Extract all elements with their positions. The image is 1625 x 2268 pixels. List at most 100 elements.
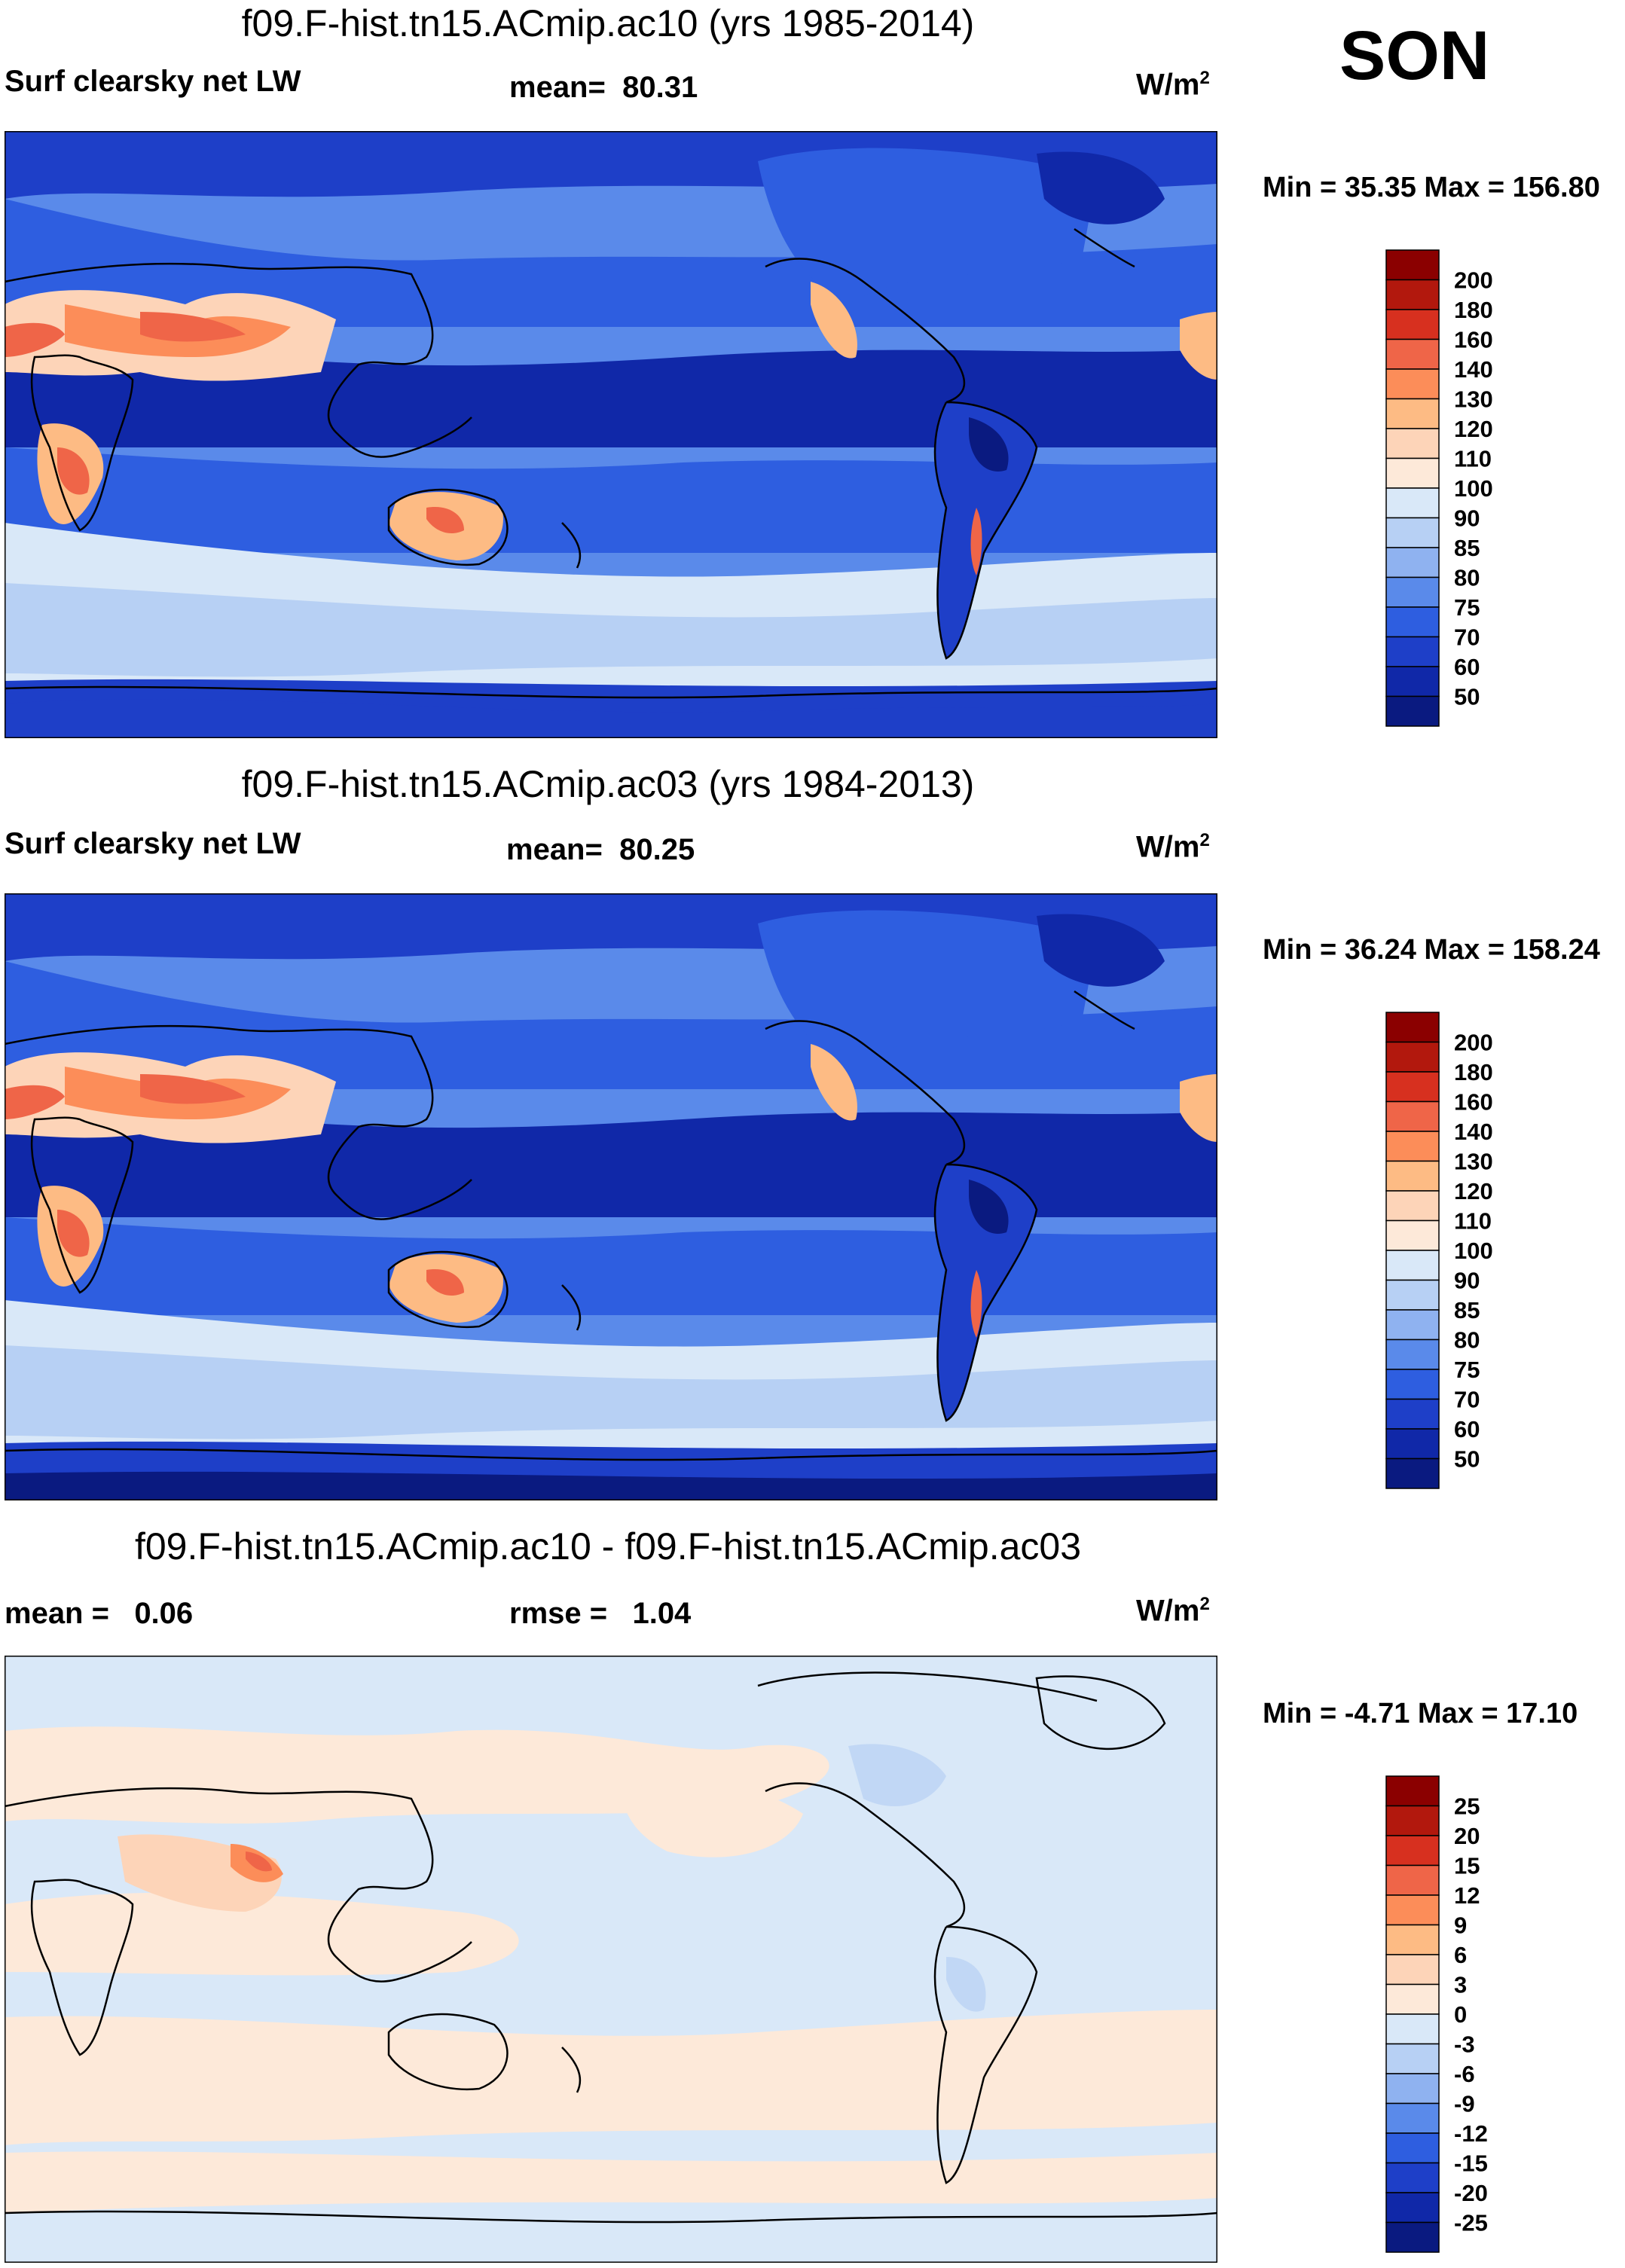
colorbar-label: 80 — [1454, 1327, 1480, 1354]
colorbar-label: 180 — [1454, 1059, 1493, 1085]
colorbar-label: 130 — [1454, 1149, 1493, 1175]
panel2-mean-label: mean= — [506, 833, 603, 866]
colorbar-label: 90 — [1454, 1268, 1480, 1294]
colorbar-swatch — [1385, 1100, 1440, 1132]
colorbar-swatch — [1385, 1219, 1440, 1251]
colorbar-swatch — [1385, 1428, 1440, 1460]
panel3-map — [5, 1656, 1217, 2263]
colorbar-swatch — [1385, 1160, 1440, 1192]
colorbar-swatch — [1385, 2043, 1440, 2074]
colorbar-swatch — [1385, 1805, 1440, 1836]
panel3-mean: mean = 0.06 — [5, 1597, 193, 1631]
panel3-rmse-label: rmse = — [509, 1597, 608, 1630]
colorbar-label: 120 — [1454, 416, 1493, 442]
panel2-title: f09.F-hist.tn15.ACmip.ac03 (yrs 1984-201… — [241, 763, 975, 805]
colorbar-label: 9 — [1454, 1912, 1467, 1939]
colorbar-label: 85 — [1454, 535, 1480, 561]
colorbar-label: 160 — [1454, 327, 1493, 353]
colorbar-label: 85 — [1454, 1297, 1480, 1323]
panel1-minmax: Min = 35.35 Max = 156.80 — [1263, 172, 1600, 203]
colorbar-swatch — [1385, 2162, 1440, 2193]
colorbar-label: 0 — [1454, 2001, 1467, 2028]
colorbar-swatch — [1385, 1131, 1440, 1162]
colorbar-swatch — [1385, 695, 1440, 727]
colorbar-swatch — [1385, 1983, 1440, 2015]
colorbar-swatch — [1385, 1894, 1440, 1926]
colorbar-swatch — [1385, 487, 1440, 519]
colorbar-label: 75 — [1454, 594, 1480, 621]
colorbar-swatch — [1385, 576, 1440, 608]
colorbar-swatch — [1385, 1250, 1440, 1281]
colorbar-swatch — [1385, 606, 1440, 638]
colorbar-label: -25 — [1454, 2210, 1488, 2236]
panel1-mean-label: mean= — [509, 71, 606, 104]
panel3-units: W/m2 — [1136, 1594, 1210, 1628]
panel1-map — [5, 131, 1217, 738]
panel1-title: f09.F-hist.tn15.ACmip.ac10 (yrs 1985-201… — [241, 2, 975, 44]
panel2-minmax: Min = 36.24 Max = 158.24 — [1263, 934, 1600, 966]
colorbar-swatch — [1385, 249, 1440, 281]
colorbar-label: 90 — [1454, 505, 1480, 532]
colorbar-label: -3 — [1454, 2031, 1475, 2058]
panel1-units: W/m2 — [1136, 68, 1210, 102]
panel3-title: f09.F-hist.tn15.ACmip.ac10 - f09.F-hist.… — [134, 1525, 1082, 1567]
colorbar-swatch — [1385, 517, 1440, 548]
colorbar-label: 100 — [1454, 475, 1493, 502]
colorbar-swatch — [1385, 2132, 1440, 2164]
colorbar-swatch — [1385, 2221, 1440, 2253]
panel3-mean-value: 0.06 — [134, 1597, 194, 1630]
colorbar-swatch — [1385, 1775, 1440, 1807]
panel2-variable: Surf clearsky net LW — [5, 827, 301, 860]
colorbar-swatch — [1385, 2073, 1440, 2105]
panel1-mean-value: 80.31 — [622, 71, 698, 104]
colorbar-swatch — [1385, 1369, 1440, 1400]
colorbar-swatch — [1385, 1279, 1440, 1311]
colorbar-label: 3 — [1454, 1972, 1467, 1998]
panel1-mean: mean= 80.31 — [509, 71, 698, 105]
colorbar-swatch — [1385, 1339, 1440, 1370]
colorbar-label: 60 — [1454, 654, 1480, 680]
colorbar-swatch — [1385, 1398, 1440, 1430]
colorbar-swatch — [1385, 2192, 1440, 2224]
panel2-units: W/m2 — [1136, 830, 1210, 864]
colorbar-swatch — [1385, 1954, 1440, 1986]
colorbar-label: -20 — [1454, 2180, 1488, 2206]
colorbar-label: 110 — [1454, 446, 1492, 472]
colorbar-swatch — [1385, 1924, 1440, 1955]
colorbar-label: 70 — [1454, 624, 1480, 651]
colorbar-swatch — [1385, 1309, 1440, 1341]
colorbar-swatch — [1385, 338, 1440, 370]
colorbar-label: -15 — [1454, 2150, 1488, 2177]
colorbar-swatch — [1385, 368, 1440, 400]
panel2-mean-value: 80.25 — [619, 833, 695, 866]
colorbar-label: 15 — [1454, 1853, 1480, 1879]
colorbar-label: -9 — [1454, 2091, 1475, 2117]
colorbar-label: 120 — [1454, 1178, 1493, 1204]
colorbar-label: 70 — [1454, 1387, 1480, 1413]
panel2-colorbar: 200 180 160 140 130 120 110 100 90 85 80 75 70 60 50 — [1385, 1012, 1493, 1489]
colorbar-swatch — [1385, 309, 1440, 340]
colorbar-label: 50 — [1454, 1446, 1480, 1473]
colorbar-label: 110 — [1454, 1208, 1492, 1235]
panel3-rmse-value: 1.04 — [632, 1597, 692, 1630]
colorbar-label: 140 — [1454, 356, 1493, 383]
colorbar-label: 80 — [1454, 565, 1480, 591]
colorbar-label: 200 — [1454, 1030, 1493, 1056]
colorbar-label: 130 — [1454, 386, 1493, 413]
colorbar-label: 75 — [1454, 1357, 1480, 1383]
panel2-map — [5, 893, 1217, 1500]
colorbar-swatch — [1385, 547, 1440, 578]
colorbar-label: 200 — [1454, 267, 1493, 294]
colorbar-swatch — [1385, 1458, 1440, 1489]
panel1-variable: Surf clearsky net LW — [5, 65, 301, 98]
colorbar-swatch — [1385, 279, 1440, 310]
colorbar-label: 25 — [1454, 1793, 1480, 1820]
colorbar-swatch — [1385, 1835, 1440, 1867]
colorbar-label: 180 — [1454, 297, 1493, 323]
colorbar-swatch — [1385, 1041, 1440, 1073]
panel2-mean: mean= 80.25 — [506, 833, 695, 867]
colorbar-label: 160 — [1454, 1089, 1493, 1116]
colorbar-label: 6 — [1454, 1942, 1467, 1968]
colorbar-swatch — [1385, 398, 1440, 429]
panel3-rmse: rmse = 1.04 — [509, 1597, 691, 1631]
